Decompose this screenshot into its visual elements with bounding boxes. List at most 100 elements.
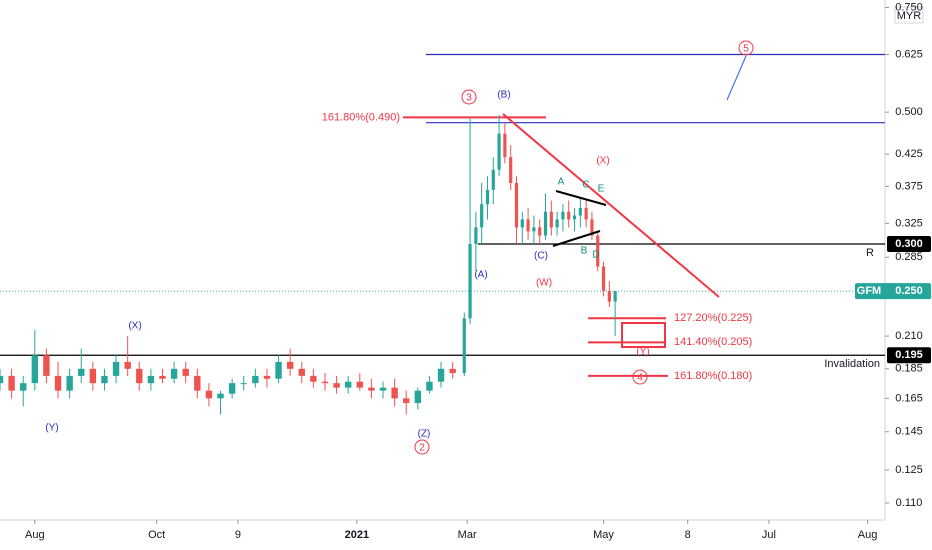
candle-body (159, 375, 166, 379)
candle-body (526, 219, 530, 232)
wave-label: (X) (128, 321, 141, 332)
candle-body (590, 219, 594, 236)
candle-body (426, 381, 433, 391)
candle-body (543, 211, 548, 236)
candle-body (567, 211, 571, 220)
wave-label: (C) (534, 251, 548, 262)
fib-label: 141.40%(0.205) (674, 336, 752, 348)
candle-body (491, 169, 495, 190)
candle-body (286, 361, 294, 369)
y-tick-label: 0.325 (895, 217, 923, 229)
candle-body (578, 207, 582, 216)
candle-body (403, 398, 410, 404)
candle-body (263, 375, 271, 379)
wave-label: (Y) (636, 347, 649, 358)
candle-body (78, 368, 85, 376)
candle-body (520, 219, 524, 228)
wave-circle (414, 439, 430, 455)
y-tick-label: 0.285 (895, 251, 923, 263)
y-tick-label: 0.145 (895, 426, 923, 438)
x-tick-label: Aug (25, 529, 45, 541)
candle-body (124, 361, 131, 369)
candle-body (532, 227, 536, 232)
wave-label: 4 (637, 373, 643, 384)
x-tick-label: 9 (235, 529, 241, 541)
price-badge (887, 347, 931, 364)
price-line-note: R (866, 247, 874, 259)
fib-label: 127.20%(0.225) (674, 312, 752, 324)
wave-label: (Y) (45, 423, 58, 434)
currency-box (894, 6, 924, 24)
price-line-note: Invalidation (824, 358, 880, 370)
candle-body (596, 235, 600, 267)
x-tick-label: 8 (685, 529, 691, 541)
candle-body (549, 211, 553, 228)
candle-body (101, 375, 108, 384)
wave-label: D (592, 250, 599, 261)
price-badge-label: 0.300 (895, 238, 923, 250)
trend-line (502, 113, 720, 298)
wave-label: 3 (466, 93, 472, 104)
wave-label: (Z) (418, 429, 431, 440)
candle-body (480, 204, 484, 228)
y-tick-label: 0.165 (895, 392, 923, 404)
x-tick-label: Oct (148, 529, 165, 541)
x-tick-label: 2021 (345, 529, 369, 541)
price-badge (887, 236, 931, 253)
last-price-label: 0.250 (895, 285, 923, 297)
target-box (621, 322, 666, 348)
x-tick-label: Aug (858, 529, 878, 541)
candle-body (538, 227, 542, 236)
candle-body (379, 387, 387, 391)
last-price-badge (855, 283, 931, 300)
candle-body (298, 368, 305, 376)
candle-body (449, 368, 456, 374)
candle-body (112, 361, 120, 376)
candle-body (601, 266, 606, 292)
candle-body (228, 383, 236, 394)
wave-label: (X) (596, 156, 609, 167)
candle-body (194, 375, 201, 391)
candle-body (572, 215, 577, 220)
candle-body (437, 368, 445, 382)
y-tick-label: 0.500 (895, 106, 923, 118)
candle-body (333, 383, 340, 388)
y-tick-label: 0.110 (896, 497, 923, 509)
wave-label: (B) (497, 90, 510, 101)
candle-body (31, 355, 39, 384)
candle-body (275, 361, 282, 379)
candle-body (509, 157, 513, 183)
wave-label: A (558, 177, 565, 188)
candle-body (368, 387, 375, 391)
candle-body (613, 291, 617, 302)
candle-body (20, 383, 27, 391)
candle-body (0, 375, 4, 384)
candle-body (514, 182, 519, 228)
y-tick-label: 0.375 (895, 180, 923, 192)
candle-body (607, 291, 611, 302)
candle-body (136, 368, 143, 384)
y-tick-label: 0.625 (895, 48, 923, 60)
y-tick-label: 0.210 (895, 330, 923, 342)
wave-circle (632, 369, 648, 385)
y-tick-label: 0.185 (895, 363, 923, 375)
candle-body (43, 355, 50, 376)
candle-body (345, 381, 352, 388)
wave-circle (461, 89, 477, 105)
wave-circle (738, 40, 754, 56)
candle-body (391, 387, 398, 399)
currency: MYR (897, 10, 922, 22)
candle-body (497, 133, 501, 170)
candle-body (485, 189, 490, 205)
symbol-label: GFM (857, 285, 881, 297)
wave-label: (A) (474, 270, 487, 281)
candle-body (468, 244, 472, 319)
wave-label: (W) (536, 278, 552, 289)
y-tick-label: 0.425 (895, 148, 923, 160)
x-tick-label: Jul (762, 529, 776, 541)
wave-label: 5 (743, 44, 749, 55)
candle-body (356, 381, 363, 388)
x-tick-label: Mar (458, 529, 477, 541)
candle-body (147, 375, 155, 384)
